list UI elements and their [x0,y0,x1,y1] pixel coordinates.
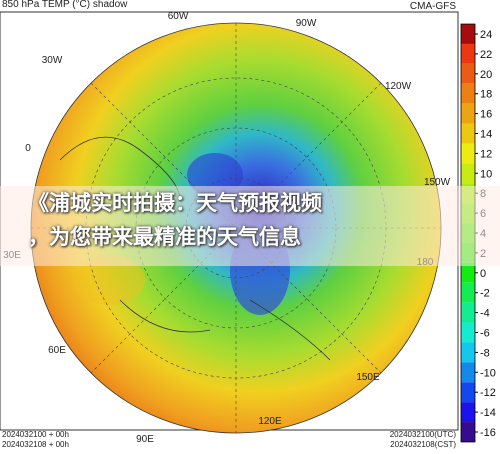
colorbar-label: -16 [480,427,496,439]
longitude-label: 150E [356,372,380,383]
header-title: 850 hPa TEMP (°C) shadow [2,0,128,10]
colorbar-label: 18 [480,89,492,101]
colorbar-label: 22 [480,49,492,61]
colorbar-label: -2 [480,288,490,300]
colorbar-swatch [461,362,475,383]
colorbar-label: 10 [480,168,492,180]
colorbar-label: -14 [480,407,496,419]
colorbar-label: 14 [480,129,492,141]
colorbar-swatch [461,63,475,84]
colorbar-swatch [461,24,475,44]
longitude-label: 90W [296,18,317,29]
longitude-label: 60E [48,345,66,356]
model-name: CMA-GFS [410,1,456,12]
colorbar-swatch [461,143,475,164]
colorbar-label: 0 [480,268,486,280]
colorbar-label: -6 [480,328,490,340]
colorbar-label: -4 [480,308,490,320]
colorbar-label: -8 [480,347,490,359]
longitude-label: 0 [25,143,31,154]
longitude-label: 120W [385,81,412,92]
colorbar-label: -10 [480,367,496,379]
banner-line: ，为您带来最精准的天气信息 [28,225,301,249]
colorbar-swatch [461,43,475,64]
colorbar-swatch [461,302,475,323]
colorbar-label: 12 [480,148,492,160]
colorbar-swatch [461,83,475,104]
colorbar-swatch [461,322,475,343]
colorbar-swatch [461,262,475,283]
colorbar-swatch [461,282,475,303]
longitude-label: 150W [424,177,451,188]
footer-text: 2024032100(UTC) [390,430,457,439]
banner: 《浦城实时拍摄：天气预报视频 ，为您带来最精准的天气信息 [0,186,500,266]
banner-line: 《浦城实时拍摄：天气预报视频 [28,191,322,215]
footer-text: 2024032108(CST) [390,440,456,449]
colorbar-swatch [461,163,475,184]
footer-text: 2024032100 + 00h [2,430,69,439]
longitude-label: 60W [168,11,189,22]
footer-text: 2024032108 + 00h [2,440,69,449]
colorbar-label: 16 [480,109,492,121]
colorbar-swatch [461,402,475,423]
colorbar-swatch [461,382,475,403]
colorbar-swatch [461,103,475,124]
colorbar-swatch [461,422,475,442]
colorbar-label: 20 [480,69,492,81]
longitude-label: 120E [258,416,282,427]
colorbar-label: 24 [480,29,492,41]
longitude-label: 90E [136,434,154,445]
colorbar-swatch [461,342,475,363]
colorbar-label: -12 [480,387,496,399]
longitude-label: 30W [42,55,63,66]
colorbar-swatch [461,123,475,144]
